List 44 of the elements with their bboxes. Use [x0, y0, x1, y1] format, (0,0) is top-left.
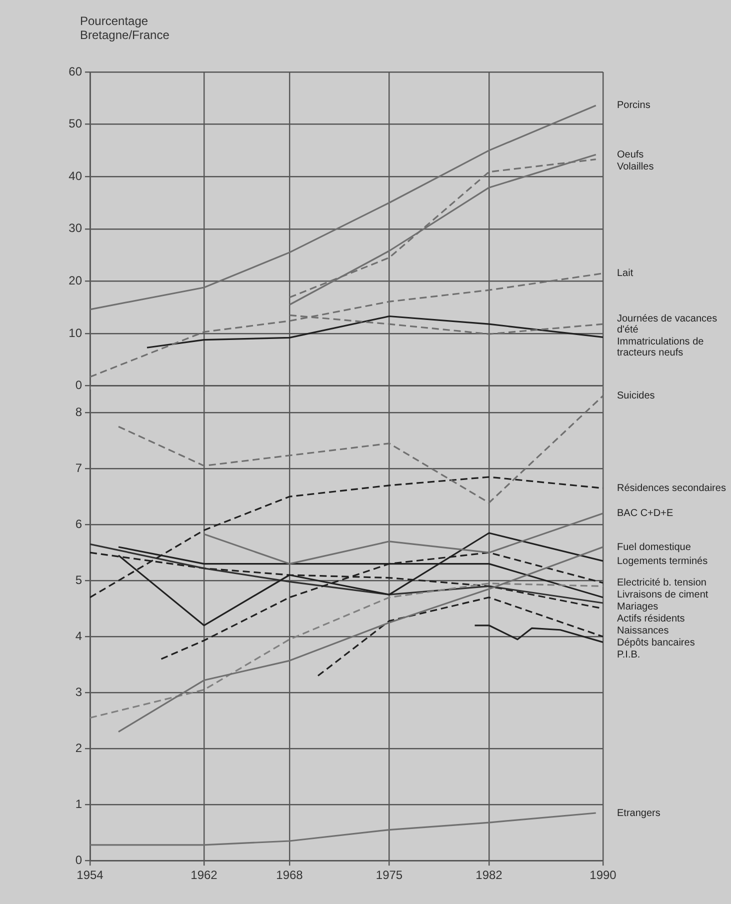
y-tick-label: 40 [68, 168, 82, 183]
series-label: P.I.B. [617, 650, 640, 661]
series-label: Mariages [617, 602, 658, 613]
line-series [317, 596, 603, 677]
line-series [118, 395, 603, 504]
text: Volailles [617, 161, 654, 172]
x-tick-label: 1954 [76, 868, 104, 882]
y-tick-label: 8 [75, 404, 82, 419]
series-label: Suicides [617, 390, 655, 402]
y-tick-label: 2 [75, 740, 82, 755]
series-label: BAC C+D+E [617, 508, 674, 520]
y-tick-label: 1 [75, 796, 82, 811]
series-label: Immatriculations de tracteurs neufs [617, 336, 704, 358]
series-label: Fuel domestique [617, 542, 692, 553]
y-tick-label: 30 [68, 221, 82, 236]
y-tick-label: 7 [75, 460, 82, 475]
y-tick-label: 0 [75, 378, 82, 392]
series-label: Dépôts bancaires [617, 638, 695, 649]
y-tick-label: 5 [75, 572, 82, 587]
series-label: Journées de vacances d'été [617, 313, 718, 336]
x-tick-label: 1975 [376, 868, 403, 882]
series-label: Logements terminés [617, 556, 708, 567]
y-tick-label: 3 [75, 684, 82, 699]
series-label: Livraisons de ciment [617, 590, 708, 601]
y-tick-label: 10 [68, 326, 82, 340]
text: Etrangers [617, 808, 660, 819]
y-tick-label: 60 [68, 64, 82, 78]
x-tick-label: 1990 [590, 868, 617, 882]
x-tick-label: 1968 [276, 868, 304, 882]
y-tick-label: 50 [68, 116, 82, 131]
y-tick-label: 4 [75, 628, 82, 643]
y-tick-label: 6 [75, 516, 82, 531]
series-label: Electricité b. tension [617, 578, 706, 589]
y-tick-label: 0 [75, 852, 82, 867]
text: Porcins [617, 100, 650, 112]
series-label: Actifs résidents [617, 614, 685, 625]
y-axis-title: Pourcentage Bretagne/France [80, 14, 170, 42]
x-tick-label: 1962 [190, 868, 218, 882]
x-tick-label: 1982 [476, 868, 503, 882]
series-label: Résidences secondaires [617, 482, 726, 494]
series-label: Lait [617, 268, 634, 280]
text: Oeufs [617, 149, 644, 160]
text: Naissances [617, 626, 669, 637]
y-tick-label: 20 [68, 274, 82, 288]
